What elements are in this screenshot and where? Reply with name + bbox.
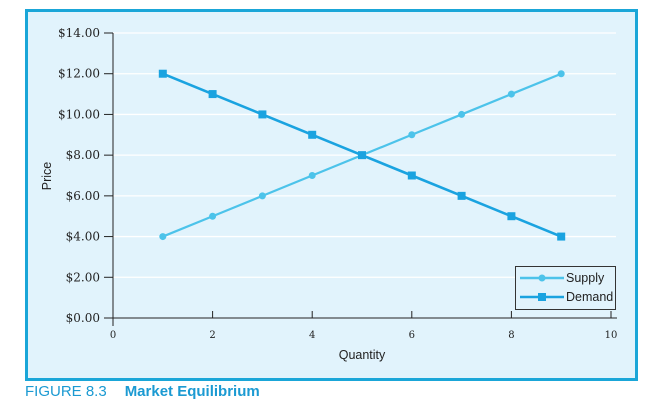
data-point-supply [209, 212, 217, 220]
figure-frame [25, 9, 638, 381]
demand-line-square-icon [520, 293, 564, 301]
data-point-supply [507, 90, 515, 98]
data-point-supply [308, 172, 316, 179]
x-tick-label: 0 [110, 330, 116, 341]
y-tick-label: $2.00 [66, 270, 100, 284]
x-tick-label: 10 [605, 330, 618, 341]
legend-item-demand: Demand [520, 288, 613, 306]
data-point-supply [557, 70, 565, 78]
supply-line-circle-icon [520, 274, 564, 282]
data-point-demand [258, 110, 267, 119]
x-axis-label: Quantity [339, 348, 386, 362]
legend-label-supply: Supply [566, 271, 605, 285]
y-tick-label: $4.00 [66, 230, 100, 244]
y-tick-label: $12.00 [58, 67, 100, 81]
data-point-demand [557, 232, 566, 241]
y-tick-label: $6.00 [66, 189, 100, 203]
x-tick-label: 8 [508, 330, 514, 341]
y-tick-label: $10.00 [58, 107, 100, 121]
x-tick-label: 4 [309, 330, 315, 341]
figure-caption: FIGURE 8.3 Market Equilibrium [25, 383, 260, 400]
y-tick-label: $8.00 [66, 148, 100, 162]
legend-item-supply: Supply [520, 269, 604, 287]
data-point-demand [457, 191, 466, 200]
x-tick-label: 6 [409, 330, 415, 341]
data-point-demand [208, 90, 217, 99]
data-point-supply [458, 110, 466, 118]
figure-title: Market Equilibrium [124, 383, 260, 400]
data-point-supply [159, 233, 167, 241]
chart-legend: Supply Demand [515, 266, 616, 310]
y-tick-label: $0.00 [66, 311, 100, 325]
legend-label-demand: Demand [566, 290, 614, 304]
figure-number: FIGURE 8.3 [25, 383, 107, 400]
data-point-supply [258, 192, 266, 200]
data-point-supply [408, 131, 416, 139]
y-axis-label: Price [40, 162, 54, 191]
data-point-demand [407, 171, 416, 180]
x-tick-label: 2 [209, 330, 215, 341]
y-tick-label: $14.00 [58, 26, 100, 40]
data-point-demand [308, 130, 317, 139]
data-point-demand [507, 212, 516, 221]
data-point-demand [158, 69, 167, 78]
data-point-demand [358, 151, 366, 160]
